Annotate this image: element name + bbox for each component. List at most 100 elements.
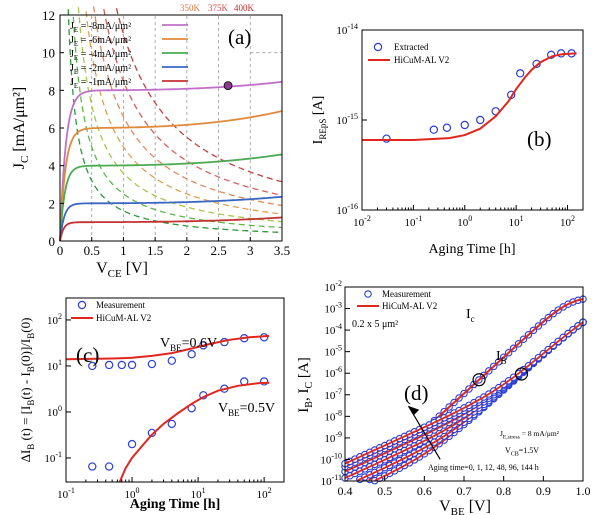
d-annot-aging: Aging time=0, 1, 12, 48, 96, 144 h: [428, 463, 539, 472]
d-ytick-label-0: 10-11: [321, 473, 342, 488]
a-curve-3: [59, 195, 283, 242]
c-xtick-label-2-exp: 1: [202, 486, 206, 495]
c-ytick-label-1-base: 10: [47, 407, 59, 419]
a-ylabel-main: J: [11, 163, 28, 169]
b-xtick-label-4-base: 10: [560, 217, 572, 229]
c-marker-0-0: [88, 361, 97, 371]
c-marker-0-5: [167, 356, 177, 365]
d-ytick-label-4-exp: -7: [335, 387, 342, 396]
d-ytick-label-5-base: 10: [324, 368, 336, 380]
d-annot-jestress: JE,stress = 8 mA/μm²: [500, 429, 560, 441]
d-x-axis-label: VBE [V]: [439, 498, 491, 515]
a-ytick-label-0: 0: [49, 234, 56, 249]
a-legend-text-2: JE = -4mA/μm²: [70, 49, 131, 62]
a-ylabel-unit: [mA/μm²]: [11, 87, 28, 156]
a-curve-1: [59, 110, 283, 242]
d-xtick-label-3: 0.7: [457, 484, 472, 498]
d-ytick-label-8-exp: -3: [335, 301, 342, 310]
b-legend: Extracted HiCuM-AL V2: [368, 42, 449, 65]
d-ib-ring: [514, 367, 529, 381]
b-legend-marker: [373, 42, 383, 52]
b-marker-3: [460, 120, 469, 130]
d-ytick-label-9-base: 10: [324, 282, 336, 294]
c-marker-0-4: [147, 359, 157, 369]
d-annot-ic-sub: c: [471, 314, 475, 324]
d-ytick-label-0-base: 10: [321, 476, 333, 488]
c-ytick-label-2-base: 10: [47, 361, 59, 373]
b-marker-2: [442, 123, 452, 132]
c-ytick-label-3: 102: [47, 312, 62, 327]
d-ytick-label-7: 10-4: [324, 322, 342, 337]
c-yl-1: ΔI: [18, 450, 33, 463]
c-annot-05-main: V: [218, 401, 228, 416]
a-legend-text-3: JE = -2mA/μm²: [70, 63, 131, 76]
c-ytick-label-1-exp: 0: [58, 404, 62, 413]
c-ytick-label-3-base: 10: [47, 315, 59, 327]
a-legend-text-0: JE = -8mA/μm²: [70, 21, 131, 34]
a-isotherm-2: [77, 7, 282, 223]
d-ytick-label-3-base: 10: [324, 411, 336, 423]
a-isotherm-labels: 350K 375K 400K: [180, 3, 255, 13]
b-ytick-label-0: 10-16: [336, 202, 358, 217]
c-xtick-label-1-base: 10: [125, 489, 137, 501]
a-legend-main-4: J: [70, 77, 74, 88]
d-ytick-label-2-base: 10: [324, 433, 336, 445]
a-xtick-label-7: 3.5: [274, 243, 290, 258]
c-marker-0-2: [117, 360, 127, 370]
a-legend-main-1: J: [70, 35, 74, 46]
c-legend: Measurement HiCuM-AL V2: [71, 300, 151, 323]
b-ytick-label-2-exp: -14: [347, 22, 358, 31]
a-legend-sub-4: E: [74, 82, 78, 90]
d-vcb-sub: CB: [511, 452, 519, 458]
c-yl-9: (0): [18, 318, 33, 333]
c-xtick-label-1-exp: 0: [136, 486, 140, 495]
c-xtick-label-0-base: 10: [57, 489, 69, 501]
d-ytick-label-8: 10-3: [324, 301, 342, 316]
c-annot-06-main: V: [160, 336, 170, 351]
d-js-rest: = 8 mA/μm²: [520, 429, 560, 438]
c-marker-1-3: [147, 428, 157, 438]
d-ytick-label-7-exp: -4: [335, 322, 342, 331]
c-yl-3: (t) = [I: [18, 406, 33, 444]
c-marker-0-1: [104, 360, 114, 370]
d-aging-arrow-head: [408, 406, 420, 416]
d-ytick-label-8-base: 10: [324, 304, 336, 316]
b-ytick-label-1-base: 10: [336, 115, 348, 127]
a-iso-label-400: 400K: [234, 3, 255, 13]
d-annot-size: 0.2 x 5 μm²: [352, 319, 398, 330]
b-xtick-label-0-base: 10: [353, 217, 365, 229]
d-ytick-label-2-exp: -9: [335, 430, 342, 439]
a-legend-text-4: JE = -1mA/μm²: [70, 77, 131, 90]
a-curve-2: [59, 153, 283, 242]
b-xtick-label-3-base: 10: [509, 217, 521, 229]
a-legend-rest-4: = -1mA/μm²: [78, 77, 131, 88]
b-xtick-label-3: 101: [509, 214, 524, 229]
c-marker-1-0: [88, 462, 97, 471]
c-xtick-label-0-exp: -1: [68, 486, 75, 495]
d-xtick-label-2: 0.6: [417, 484, 432, 498]
d-yl-2: B: [304, 401, 315, 408]
c-ytick-label-2-exp: 1: [58, 358, 62, 367]
b-xtick-label-4: 102: [560, 214, 575, 229]
c-annot-vbe05: VBE=0.5V: [218, 401, 275, 418]
b-xtick-label-1-exp: -1: [416, 214, 423, 223]
c-marker-0-6: [187, 350, 196, 359]
a-iso-label-350: 350K: [180, 3, 201, 13]
c-xtick-label-0: 10-1: [57, 486, 75, 501]
c-legend-label-1: HiCuM-AL V2: [96, 313, 151, 323]
c-marker-1-2: [127, 439, 137, 449]
a-iso-label-375: 375K: [208, 3, 229, 13]
a-ytick-label-1: 2: [49, 196, 56, 211]
d-y-axis-label: IB, IC [A]: [296, 357, 315, 412]
c-annot-06-sub: BE: [170, 343, 182, 353]
d-ytick-label-1-exp: -10: [331, 451, 342, 460]
c-model-line-2: [65, 334, 270, 361]
d-ticks: 0.4 0.5 0.6 0.7 0.8 0.9 1.010-1110-1010-910-81…: [320, 279, 590, 498]
c-annot-vbe06: VBE=0.6V: [160, 336, 217, 353]
d-yl-1: I: [296, 408, 312, 413]
d-annot-ic-main: I: [466, 307, 471, 322]
c-ytick-label-0: 10-1: [44, 450, 62, 465]
